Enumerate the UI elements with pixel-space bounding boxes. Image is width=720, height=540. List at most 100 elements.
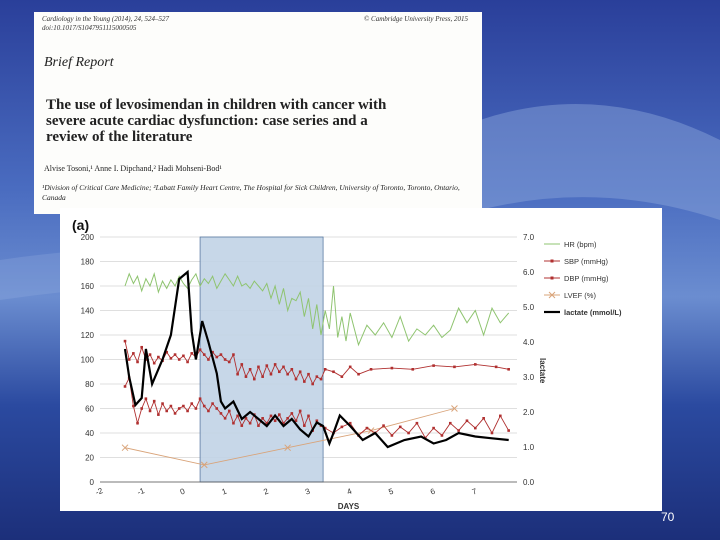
legend-label: HR (bpm)	[564, 240, 597, 249]
x-tick-label: 3	[304, 486, 312, 496]
point-sbp	[140, 345, 143, 349]
point-sbp	[390, 366, 394, 370]
point-dbp	[290, 412, 294, 415]
point-sbp	[165, 350, 169, 354]
title-line: The use of levosimendan in children with…	[46, 97, 387, 113]
point-dbp	[240, 424, 244, 427]
y-tick-label-left: 40	[85, 429, 94, 438]
point-sbp	[323, 368, 327, 371]
point-sbp	[127, 358, 131, 361]
point-dbp	[152, 399, 156, 403]
point-dbp	[157, 413, 160, 416]
page-number: 70	[661, 510, 675, 524]
section-heading: Brief Report	[44, 55, 114, 70]
point-dbp	[248, 421, 252, 425]
point-lvef	[451, 405, 458, 412]
point-dbp	[190, 402, 194, 405]
point-dbp	[273, 419, 277, 423]
point-dbp	[286, 417, 289, 420]
point-dbp	[278, 413, 281, 416]
point-sbp	[340, 375, 344, 378]
legend-label: SBP (mmHg)	[564, 257, 609, 266]
point-dbp	[269, 414, 273, 418]
x-tick-label: 6	[429, 486, 437, 496]
point-sbp	[132, 352, 135, 355]
point-dbp	[457, 429, 460, 432]
point-sbp	[219, 353, 223, 356]
point-dbp	[298, 409, 302, 413]
y-tick-label-left: 20	[85, 454, 94, 463]
point-sbp	[182, 354, 185, 358]
point-dbp	[215, 407, 219, 410]
point-dbp	[265, 421, 269, 425]
point-sbp	[298, 370, 302, 374]
point-dbp	[365, 426, 369, 430]
point-lvef	[200, 461, 208, 469]
y-tick-label-left: 100	[81, 356, 95, 365]
point-sbp	[136, 360, 139, 364]
point-dbp	[398, 425, 402, 429]
point-dbp	[482, 417, 485, 420]
y-tick-label-right: 1.0	[523, 443, 535, 452]
paper-title: The use of levosimendan in children with…	[46, 97, 466, 145]
point-sbp	[273, 363, 277, 366]
legend-label: lactate (mmol/L)	[564, 308, 622, 317]
point-sbp	[207, 358, 210, 361]
point-sbp	[261, 375, 264, 378]
point-sbp	[286, 372, 289, 376]
y-tick-label-left: 60	[85, 405, 94, 414]
journal-citation: Cardiology in the Young (2014), 24, 524–…	[42, 15, 170, 23]
point-dbp	[169, 404, 173, 408]
chart-panel: 0 20 40 60 80 100 120 140 160 180 200 0.0 1.0 2.0 3.0 4…	[60, 208, 662, 511]
x-tick-label: 4	[346, 486, 354, 496]
point-sbp	[269, 372, 273, 376]
point-dbp	[282, 421, 285, 425]
point-dbp	[182, 404, 185, 408]
point-sbp	[265, 364, 269, 367]
point-sbp	[248, 368, 252, 371]
point-sbp	[148, 353, 152, 356]
point-dbp	[219, 412, 223, 415]
point-sbp	[348, 365, 352, 369]
point-dbp	[186, 409, 189, 413]
point-sbp	[290, 368, 294, 371]
author-list: Alvise Tosoni,¹ Anne I. Dipchand,² Hadi …	[44, 164, 222, 173]
point-sbp	[186, 360, 189, 364]
point-dbp	[132, 404, 135, 408]
point-sbp	[223, 358, 227, 361]
point-dbp	[315, 419, 319, 423]
point-dbp	[202, 404, 206, 408]
x-tick-label: 0	[179, 486, 187, 496]
point-dbp	[499, 414, 502, 418]
x-axis-label: DAYS	[338, 502, 360, 511]
point-sbp	[202, 353, 206, 356]
point-dbp	[123, 385, 127, 388]
point-sbp	[411, 368, 415, 371]
panel-label: (a)	[72, 217, 89, 233]
y-tick-label-right: 5.0	[523, 303, 535, 312]
point-lvef	[284, 444, 292, 452]
point-dbp	[144, 397, 148, 400]
point-dbp	[161, 402, 164, 405]
y-tick-label-left: 160	[81, 282, 95, 291]
x-tick-label: -2	[94, 486, 104, 497]
point-sbp	[307, 372, 310, 376]
legend-label: DBP (mmHg)	[564, 274, 609, 283]
point-dbp	[173, 412, 177, 415]
point-dbp	[207, 409, 210, 413]
point-sbp	[244, 375, 248, 378]
point-sbp	[240, 363, 244, 366]
series-line-lactate	[123, 269, 509, 449]
x-tick-label: 5	[387, 486, 395, 496]
point-dbp	[474, 426, 477, 430]
point-dbp	[294, 419, 298, 423]
legend-marker-dbp	[550, 276, 554, 280]
y-tick-label-right: 2.0	[523, 408, 535, 417]
point-dbp	[232, 421, 235, 425]
point-dbp	[136, 421, 139, 425]
point-dbp	[261, 417, 264, 420]
y-tick-label-right: 7.0	[523, 233, 535, 242]
point-dbp	[340, 425, 344, 429]
point-sbp	[507, 368, 510, 371]
point-sbp	[494, 365, 498, 369]
